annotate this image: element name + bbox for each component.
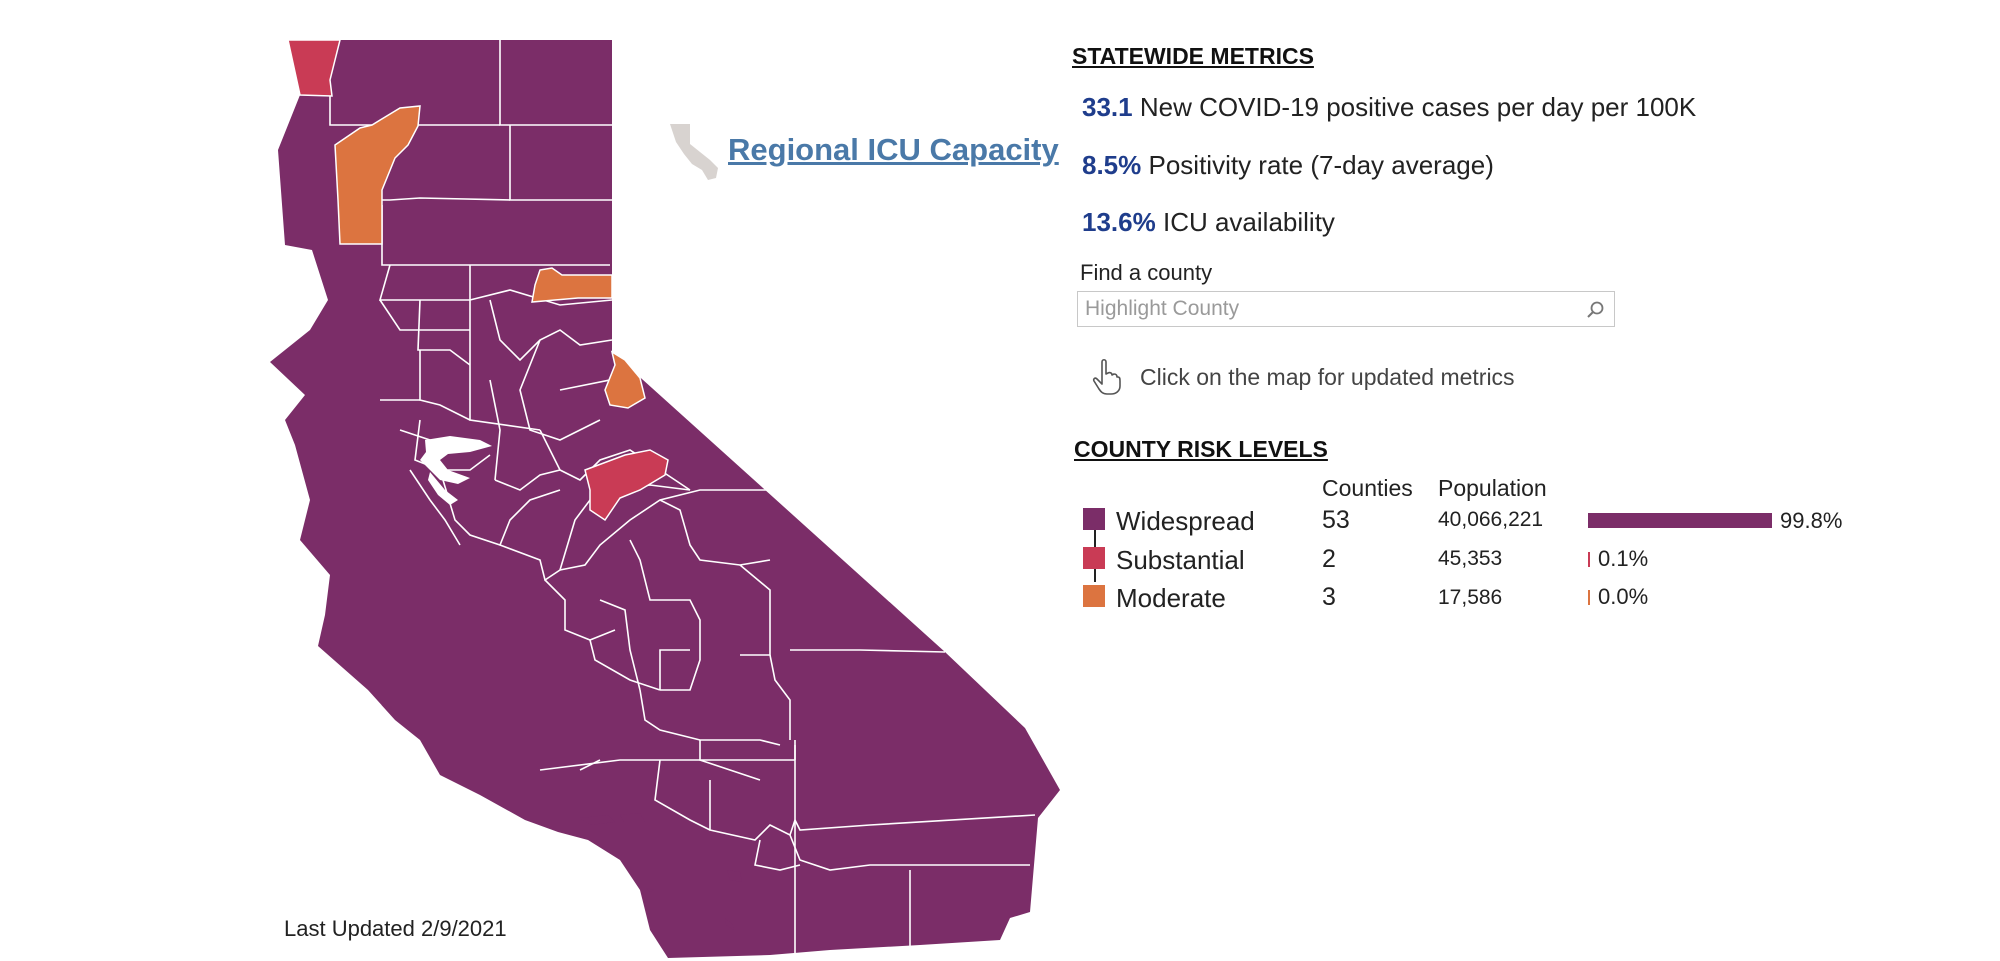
population-share-percent: 0.1%: [1598, 546, 1649, 571]
california-state-icon[interactable]: [668, 122, 720, 182]
metric-icu-availability: 13.6% ICU availability: [1082, 207, 1335, 238]
statewide-metrics-heading: STATEWIDE METRICS: [1072, 43, 1314, 69]
metric-value: 8.5%: [1082, 150, 1142, 180]
risk-level-label[interactable]: Substantial: [1116, 545, 1245, 575]
county-del-norte[interactable]: [287, 39, 341, 97]
metric-value: 33.1: [1082, 92, 1133, 122]
risk-level-counties: 2: [1322, 545, 1336, 573]
county-search-input[interactable]: [1078, 292, 1565, 326]
metric-label: Positivity rate (7-day average): [1148, 150, 1494, 180]
find-county-label: Find a county: [1080, 260, 1213, 285]
sf-bay-south: [428, 472, 458, 505]
sf-bay: [420, 436, 492, 484]
metric-positivity-rate: 8.5% Positivity rate (7-day average): [1082, 150, 1494, 181]
channel-island: [727, 870, 742, 882]
column-header-counties: Counties: [1322, 475, 1413, 501]
risk-level-counties: 53: [1322, 506, 1350, 534]
population-share-percent: 99.8%: [1780, 508, 1843, 533]
county-risk-levels-heading: COUNTY RISK LEVELS: [1074, 436, 1328, 462]
channel-island: [620, 813, 645, 822]
risk-level-label[interactable]: Widespread: [1116, 506, 1255, 536]
risk-level-population: 17,586: [1438, 586, 1503, 609]
county-trinity[interactable]: [334, 105, 421, 245]
last-updated-text: Last Updated 2/9/2021: [284, 916, 507, 941]
county-mariposa[interactable]: [584, 449, 669, 522]
channel-island: [725, 918, 734, 930]
population-share-bar: [1588, 513, 1772, 528]
metric-cases-per-100k: 33.1 New COVID-19 positive cases per day…: [1082, 92, 1696, 123]
column-header-population: Population: [1438, 475, 1547, 501]
metric-label: ICU availability: [1162, 207, 1335, 237]
pointer-hand-icon: [1092, 358, 1121, 395]
risk-level-label[interactable]: Moderate: [1116, 583, 1226, 613]
population-share-bar: [1588, 552, 1590, 567]
legend-swatch-substantial: [1083, 547, 1105, 569]
channel-island: [646, 888, 654, 892]
map-hint-text: Click on the map for updated metrics: [1140, 364, 1515, 390]
legend-swatch-widespread: [1083, 508, 1105, 530]
risk-level-population: 40,066,221: [1438, 508, 1544, 531]
california-county-map[interactable]: [0, 0, 1080, 961]
county-search-box[interactable]: [1077, 291, 1615, 327]
metric-value: 13.6%: [1082, 207, 1156, 237]
metric-label: New COVID-19 positive cases per day per …: [1139, 92, 1697, 122]
legend-swatch-moderate: [1083, 585, 1105, 607]
population-share-percent: 0.0%: [1598, 584, 1649, 609]
risk-level-counties: 3: [1322, 583, 1336, 611]
population-share-bar: [1588, 590, 1590, 605]
county-sierra[interactable]: [531, 267, 613, 303]
channel-island: [580, 815, 615, 825]
search-icon[interactable]: [1586, 300, 1606, 320]
county-alpine[interactable]: [604, 350, 646, 409]
regional-icu-capacity-link[interactable]: Regional ICU Capacity: [728, 132, 1059, 167]
risk-level-population: 45,353: [1438, 547, 1503, 570]
